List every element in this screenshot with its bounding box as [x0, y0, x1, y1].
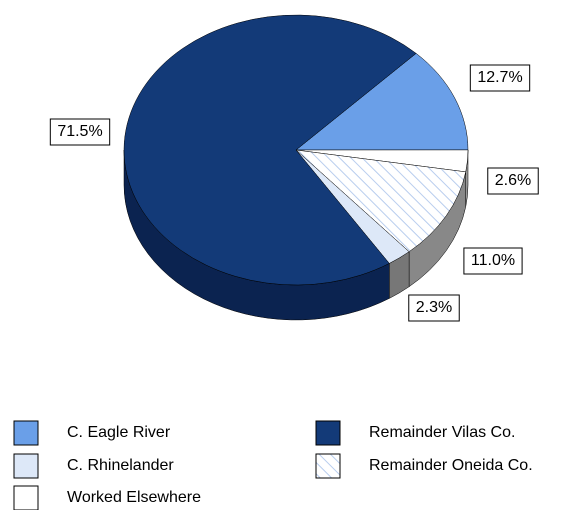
- legend-label: Remainder Oneida Co.: [369, 457, 533, 474]
- legend-swatch: [315, 453, 341, 479]
- pie-slice: [295, 149, 467, 253]
- data-label-box: [487, 167, 539, 195]
- legend-swatch: [13, 485, 39, 510]
- legend-label: Remainder Vilas Co.: [369, 424, 515, 441]
- legend-label: C. Eagle River: [67, 424, 171, 441]
- data-label-box: [49, 118, 111, 146]
- data-label-box: [469, 64, 531, 92]
- legend-swatch: [315, 420, 341, 446]
- pie-slice: [123, 14, 417, 286]
- data-label-box: [408, 294, 460, 322]
- legend-label: C. Rhinelander: [67, 457, 174, 474]
- legend-label: Worked Elsewhere: [67, 489, 201, 506]
- data-label-box: [463, 247, 523, 275]
- data-label: 71.5%: [57, 123, 102, 140]
- data-label: 12.7%: [477, 69, 522, 86]
- data-label: 2.3%: [416, 299, 452, 316]
- data-label: 2.6%: [495, 172, 531, 189]
- data-label: 11.0%: [471, 252, 515, 269]
- pie-slice: [295, 53, 469, 151]
- legend-swatch: [13, 453, 39, 479]
- legend-swatch: [13, 420, 39, 446]
